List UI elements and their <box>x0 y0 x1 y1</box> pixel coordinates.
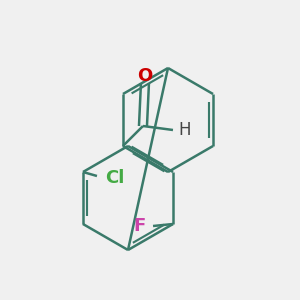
Text: F: F <box>133 217 145 235</box>
Text: O: O <box>137 67 153 85</box>
Text: Cl: Cl <box>105 169 125 187</box>
Text: H: H <box>179 121 191 139</box>
